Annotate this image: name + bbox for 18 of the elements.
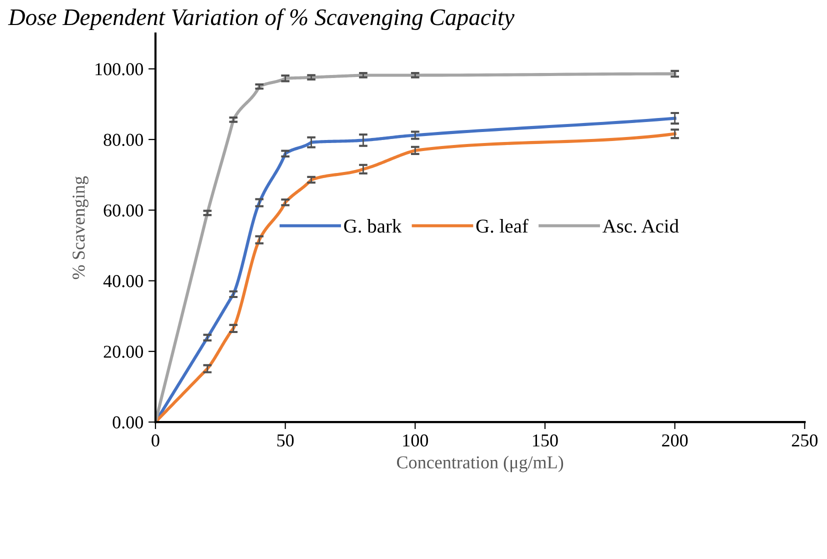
x-tick-label: 250 bbox=[792, 434, 818, 447]
y-tick-label: 60.00 bbox=[104, 204, 143, 217]
legend-label: G. leaf bbox=[476, 218, 528, 233]
y-tick-label: 40.00 bbox=[103, 275, 143, 288]
x-tick-label: 0 bbox=[152, 434, 160, 447]
x-tick-label: 150 bbox=[533, 434, 558, 447]
y-tick-label: 100.00 bbox=[96, 63, 143, 76]
legend-label: Asc. Acid bbox=[602, 219, 679, 233]
x-tick-label: 100 bbox=[403, 434, 428, 447]
y-tick-label: 80.00 bbox=[104, 134, 143, 146]
legend-label: G. bark bbox=[344, 219, 402, 233]
y-tick-label: 20.00 bbox=[104, 346, 143, 358]
x-tick-label: 50 bbox=[277, 434, 294, 447]
y-axis-title: % Scavenging bbox=[72, 176, 88, 280]
chart-title: Dose Dependent Variation of % Scavenging Capacity bbox=[8, 8, 514, 30]
x-axis-title: Concentration (μg/mL) bbox=[397, 456, 564, 472]
x-tick-label: 200 bbox=[662, 434, 688, 447]
y-tick-label: 0.00 bbox=[112, 416, 143, 429]
